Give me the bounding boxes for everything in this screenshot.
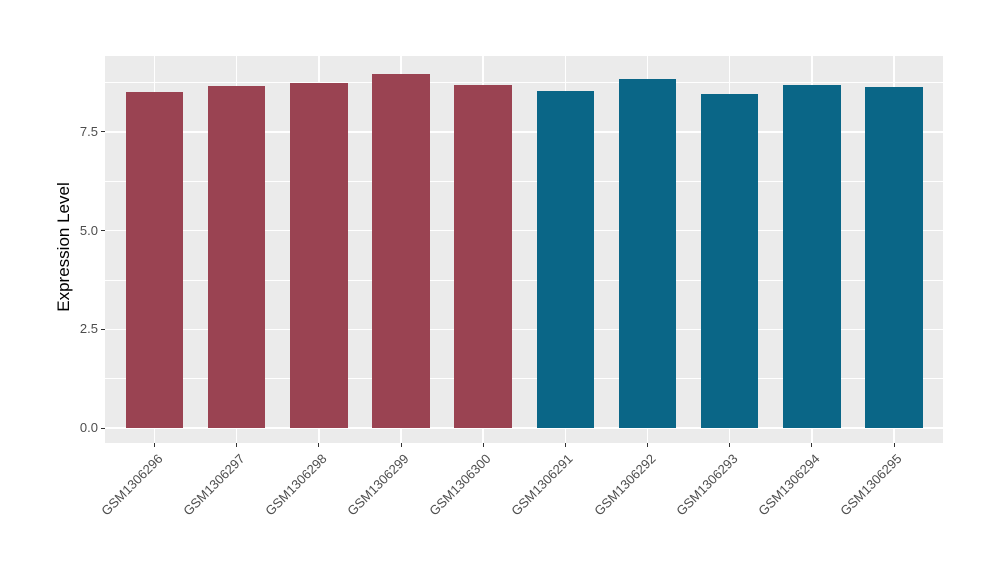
x-tick-mark: [154, 443, 155, 447]
x-tick-mark: [318, 443, 320, 447]
y-tick-mark: [101, 328, 105, 330]
y-tick-mark: [101, 230, 105, 232]
bar-GSM1306299: [372, 73, 430, 428]
y-tick-mark: [101, 131, 105, 133]
y-major-gridline: [105, 328, 943, 331]
bar-GSM1306293: [700, 94, 759, 428]
y-minor-gridline: [105, 279, 943, 281]
y-minor-gridline: [105, 378, 943, 380]
bar-GSM1306296: [125, 92, 184, 428]
y-axis-tick-label: 7.5: [79, 123, 98, 139]
y-major-gridline: [105, 427, 943, 429]
x-tick-mark: [236, 443, 238, 447]
y-axis-tick-label: 0.0: [79, 420, 98, 435]
y-minor-gridline: [105, 82, 943, 84]
y-axis-tick-label: 5.0: [79, 222, 98, 238]
y-major-gridline: [105, 131, 943, 133]
x-tick-mark: [893, 443, 895, 447]
x-tick-mark: [811, 443, 813, 447]
bar-GSM1306298: [290, 82, 348, 428]
y-axis-tick-label: 2.5: [79, 321, 98, 337]
y-tick-mark: [101, 427, 105, 429]
y-axis-title: Expression Level: [54, 181, 73, 312]
bar-GSM1306297: [207, 85, 266, 428]
bar-GSM1306294: [783, 85, 841, 428]
x-tick-mark: [729, 443, 731, 447]
x-tick-mark: [400, 443, 402, 447]
y-minor-gridline: [105, 180, 943, 182]
x-tick-mark: [647, 443, 649, 447]
x-tick-mark: [564, 443, 566, 447]
bar-GSM1306300: [454, 84, 512, 428]
x-tick-mark: [482, 443, 484, 447]
bar-GSM1306295: [865, 86, 923, 428]
y-major-gridline: [105, 229, 943, 232]
bar-GSM1306292: [618, 78, 677, 428]
bar-GSM1306291: [536, 90, 595, 428]
